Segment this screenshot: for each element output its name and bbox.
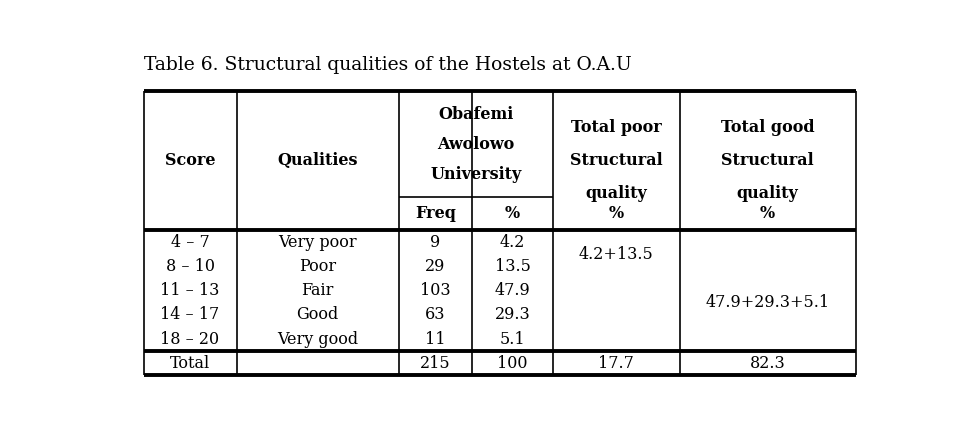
Text: Structural: Structural [721,152,814,169]
Text: %: % [505,206,520,222]
Text: Table 6. Structural qualities of the Hostels at O.A.U: Table 6. Structural qualities of the Hos… [143,56,631,74]
Text: quality: quality [586,185,647,203]
Text: 4.2: 4.2 [499,234,526,251]
Text: 47.9+29.3+5.1: 47.9+29.3+5.1 [706,295,830,311]
Text: 11: 11 [425,331,445,348]
Text: Qualities: Qualities [277,152,358,169]
Text: Fair: Fair [301,283,334,299]
Text: 14 – 17: 14 – 17 [161,307,220,323]
Text: Total good: Total good [721,119,814,136]
Text: 17.7: 17.7 [598,355,634,372]
Text: Structural: Structural [570,152,662,169]
Text: 47.9: 47.9 [495,283,530,299]
Text: 9: 9 [430,234,440,251]
Text: Good: Good [296,307,339,323]
Text: 13.5: 13.5 [495,258,530,275]
Text: Poor: Poor [299,258,336,275]
Text: 63: 63 [425,307,445,323]
Text: 82.3: 82.3 [750,355,786,372]
Text: 5.1: 5.1 [499,331,526,348]
Text: 18 – 20: 18 – 20 [161,331,220,348]
Text: %: % [609,206,623,222]
Text: quality: quality [737,185,799,203]
Text: Very good: Very good [277,331,358,348]
Text: Obafemi: Obafemi [439,105,513,123]
Text: Very poor: Very poor [278,234,357,251]
Text: Freq: Freq [415,206,456,222]
Text: 103: 103 [420,283,451,299]
Text: University: University [430,166,522,183]
Text: 8 – 10: 8 – 10 [166,258,215,275]
Text: 4 – 7: 4 – 7 [170,234,209,251]
Text: %: % [760,206,775,222]
Text: Total poor: Total poor [571,119,661,136]
Text: 29.3: 29.3 [495,307,530,323]
Text: 29: 29 [425,258,445,275]
Text: Score: Score [165,152,215,169]
Text: Awolowo: Awolowo [438,136,514,153]
Text: 100: 100 [498,355,528,372]
Text: 215: 215 [420,355,451,372]
Text: 11 – 13: 11 – 13 [161,283,220,299]
Text: 4.2+13.5: 4.2+13.5 [579,246,653,263]
Text: Total: Total [170,355,210,372]
